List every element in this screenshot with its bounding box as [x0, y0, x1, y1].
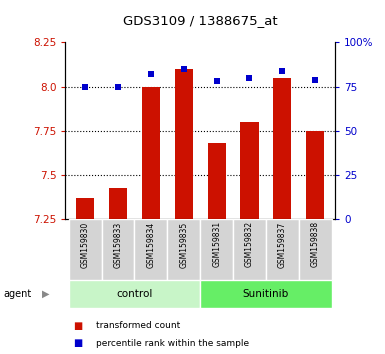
Bar [109, 188, 127, 219]
Text: GSM159838: GSM159838 [311, 221, 320, 267]
Text: agent: agent [4, 289, 32, 299]
Point [246, 75, 253, 81]
Bar [200, 219, 233, 280]
Text: GDS3109 / 1388675_at: GDS3109 / 1388675_at [123, 14, 278, 27]
Bar [208, 143, 226, 219]
Text: GSM159834: GSM159834 [146, 221, 156, 268]
Bar [241, 122, 259, 219]
Text: ▶: ▶ [42, 289, 50, 299]
Bar [233, 219, 266, 280]
Text: GSM159837: GSM159837 [278, 221, 287, 268]
Bar [175, 69, 193, 219]
Text: control: control [116, 289, 153, 299]
Text: percentile rank within the sample: percentile rank within the sample [96, 339, 249, 348]
Text: GSM159833: GSM159833 [114, 221, 122, 268]
Text: GSM159830: GSM159830 [81, 221, 90, 268]
Bar [306, 131, 324, 219]
Text: GSM159835: GSM159835 [179, 221, 188, 268]
Text: GSM159831: GSM159831 [212, 221, 221, 267]
Bar [69, 219, 102, 280]
Text: transformed count: transformed count [96, 321, 181, 330]
Bar [200, 280, 331, 308]
Text: ■: ■ [73, 321, 82, 331]
Bar [69, 280, 200, 308]
Point [82, 84, 88, 90]
Text: Sunitinib: Sunitinib [243, 289, 289, 299]
Text: GSM159832: GSM159832 [245, 221, 254, 267]
Bar [134, 219, 167, 280]
Bar [273, 78, 291, 219]
Point [279, 68, 285, 74]
Point [181, 66, 187, 72]
Bar [102, 219, 134, 280]
Point [148, 72, 154, 77]
Point [115, 84, 121, 90]
Text: ■: ■ [73, 338, 82, 348]
Bar [142, 87, 160, 219]
Bar [76, 198, 94, 219]
Bar [167, 219, 200, 280]
Point [214, 79, 220, 84]
Point [312, 77, 318, 82]
Bar [299, 219, 331, 280]
Bar [266, 219, 299, 280]
